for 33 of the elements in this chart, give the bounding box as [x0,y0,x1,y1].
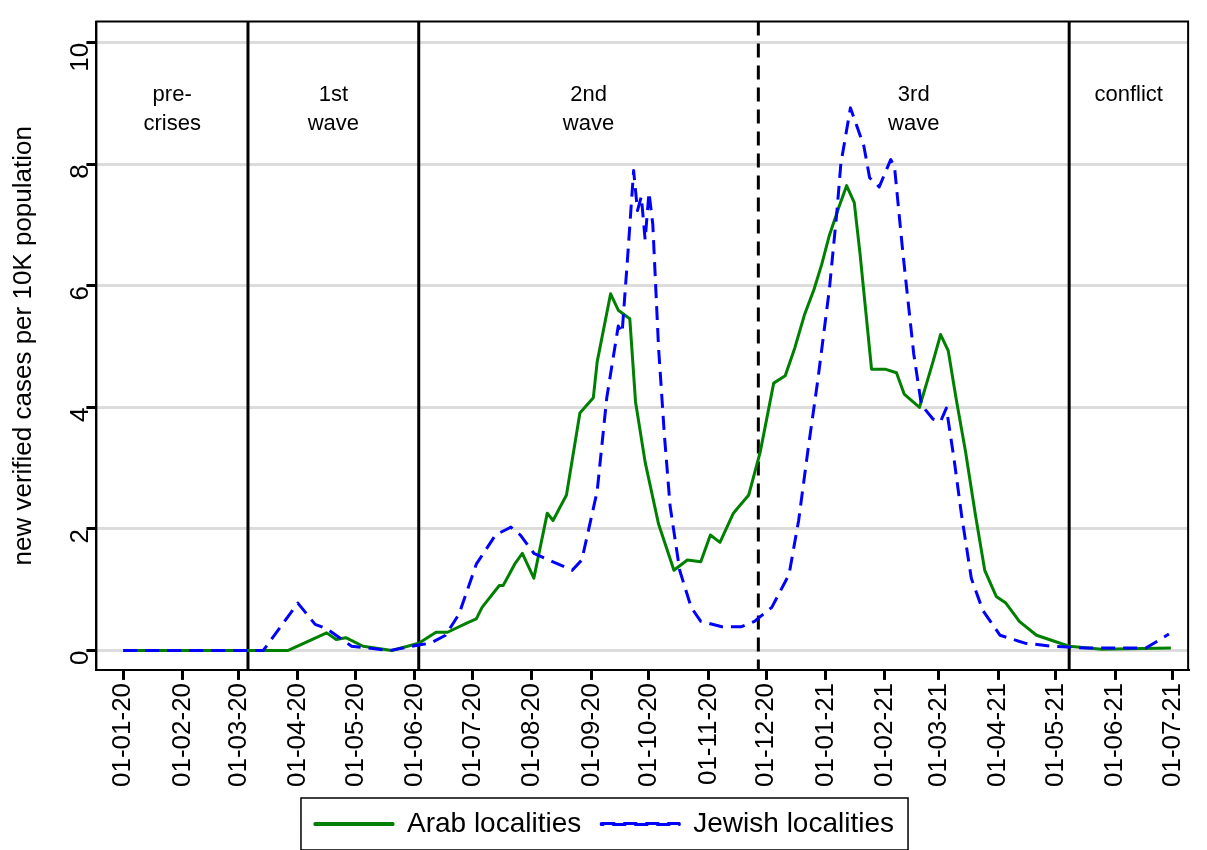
legend-label: Jewish localities [693,806,895,838]
x-tick-label: 01-05-20 [338,682,369,787]
annotation: 2nd wave [561,80,615,135]
x-tick-label: 01-03-20 [221,682,252,787]
annotation: 3rd wave [887,80,940,135]
x-tick-label: 01-08-20 [515,682,546,787]
y-tick-label: 4 [63,407,94,422]
x-tick-label: 01-04-20 [281,682,312,787]
x-tick-label: 01-05-21 [1038,682,1069,787]
x-tick-label: 01-01-20 [106,682,137,787]
x-tick-label: 01-11-20 [691,682,722,786]
x-tick-label: 01-09-20 [574,682,605,787]
x-tick-label: 01-07-20 [455,682,486,787]
x-tick-label: 01-03-21 [921,682,952,787]
y-tick-label: 2 [63,528,94,544]
annotation: conflict [1094,80,1163,106]
x-tick-label: 01-02-20 [165,682,196,787]
annotation: 1st wave [306,80,360,135]
x-tick-label: 01-06-20 [398,682,429,787]
y-tick-label: 0 [63,650,94,665]
x-tick-label: 01-06-21 [1098,682,1129,787]
y-axis-title: new verified cases per 10K population [6,126,37,566]
x-tick-label: 01-02-21 [868,682,899,787]
y-tick-label: 6 [63,285,94,301]
annotation: pre- crises [143,80,201,135]
x-tick-label: 01-07-21 [1155,682,1186,787]
x-tick-label: 01-12-20 [749,682,780,787]
y-tick-label: 8 [63,164,94,179]
x-tick-label: 01-04-21 [981,682,1012,787]
y-tick-label: 10 [63,42,94,72]
x-tick-label: 01-10-20 [632,682,663,787]
legend-label: Arab localities [406,806,582,838]
x-tick-label: 01-01-21 [808,682,839,787]
